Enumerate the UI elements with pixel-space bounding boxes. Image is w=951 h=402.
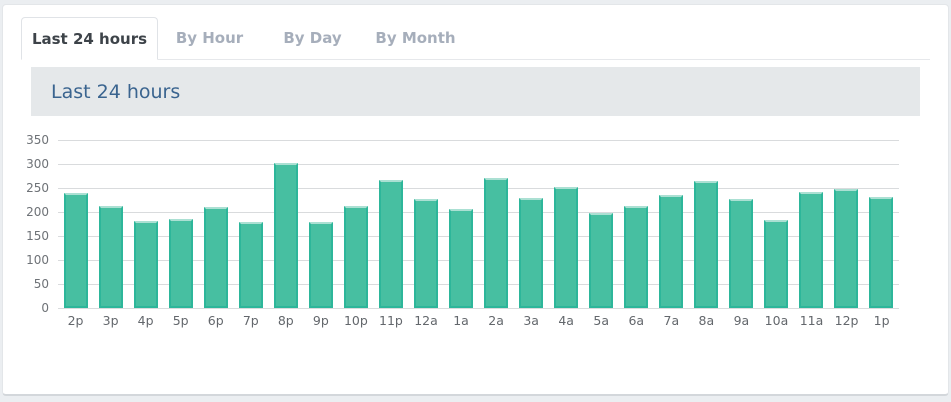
gridline [58,164,899,165]
x-tick-label: 6p [207,313,224,328]
x-tick-label: 9p [312,313,329,328]
bar-4a [553,186,578,308]
bar-9a [729,198,754,308]
tab-last-24-hours-label: Last 24 hours [31,29,148,48]
x-tick-label: 7p [242,313,259,328]
x-tick-label: 12p [834,313,859,328]
panel-header: Last 24 hours [31,67,920,116]
bar-4p [133,220,158,308]
y-tick-label: 350 [26,133,49,147]
x-tick-label: 9a [733,313,750,328]
bar-6p [203,207,228,308]
x-tick-label: 3a [523,313,539,328]
bar-6a [624,205,649,308]
bar-2a [483,178,508,308]
bar-8a [694,180,719,308]
y-tick-label: 300 [26,157,49,171]
panel-title: Last 24 hours [51,80,181,103]
gridline [58,236,899,237]
x-tick-label: 2a [488,313,504,328]
bar-11p [378,180,403,308]
x-tick-label: 4p [137,313,154,328]
bar-11a [799,192,824,308]
bar-10a [764,219,789,308]
gridline [58,308,899,309]
x-tick-label: 11p [379,313,403,328]
x-tick-label: 5a [593,313,610,328]
gridline [58,188,899,189]
bar-7a [659,194,684,308]
gridline [58,212,899,213]
gridline [58,284,899,285]
y-tick-label: 250 [26,181,49,195]
x-tick-label: 1a [453,313,469,328]
x-tick-label: 4a [558,313,574,328]
bar-5a [588,213,613,308]
x-tick-label: 5p [172,313,189,328]
bar-8p [273,162,298,308]
gridline [58,140,899,141]
tab-by-day[interactable]: By Day [261,17,364,59]
x-tick-label: 10p [343,313,368,328]
tab-bar: Last 24 hours By Hour By Day By Month [21,16,930,60]
tab-by-hour-label: By Hour [175,29,244,47]
tab-last-24-hours[interactable]: Last 24 hours [21,17,158,60]
tab-by-hour[interactable]: By Hour [158,17,261,59]
gridline [58,260,899,261]
bars [58,140,899,308]
x-tick-label: 8a [698,313,715,328]
x-tick-label: 12a [414,313,438,328]
bar-12p [834,188,859,308]
x-tick-label: 1p [873,313,890,328]
y-tick-label: 150 [26,229,49,243]
bar-3p [98,205,123,308]
tab-by-day-label: By Day [283,29,342,47]
bar-1p [869,197,894,308]
bar-7p [238,221,263,308]
x-tick-label: 6a [628,313,645,328]
y-tick-label: 100 [26,253,49,267]
bar-3a [518,197,543,308]
bar-9p [308,222,333,308]
x-tick-label: 8p [277,313,294,328]
tab-by-month-label: By Month [375,29,456,47]
x-tick-label: 10a [764,313,789,328]
x-axis: 2p 3p 4p 5p 6p 7p 8p 9p 10p 11p 12a 1a 2a 3a 4a 5a 6a 7a 8… [58,313,899,328]
content-panel: Last 24 hours By Hour By Day By Month La… [2,4,949,396]
bar-5p [168,218,193,308]
x-tick-label: 2p [67,313,84,328]
x-tick-label: 7a [663,313,680,328]
x-tick-label: 11a [799,313,824,328]
y-tick-label: 0 [41,301,49,315]
y-tick-label: 50 [33,277,49,291]
x-tick-label: 3p [102,313,119,328]
bar-12a [413,198,438,308]
bar-10p [343,205,368,308]
bar-chart: 0 50 100 150 200 250 300 350 2p 3p 4p 5p 6p 7p 8p 9p 10… [3,134,948,345]
tab-by-month[interactable]: By Month [364,17,467,59]
y-tick-label: 200 [26,205,49,219]
bar-2p [63,192,88,308]
bar-1a [448,208,473,308]
